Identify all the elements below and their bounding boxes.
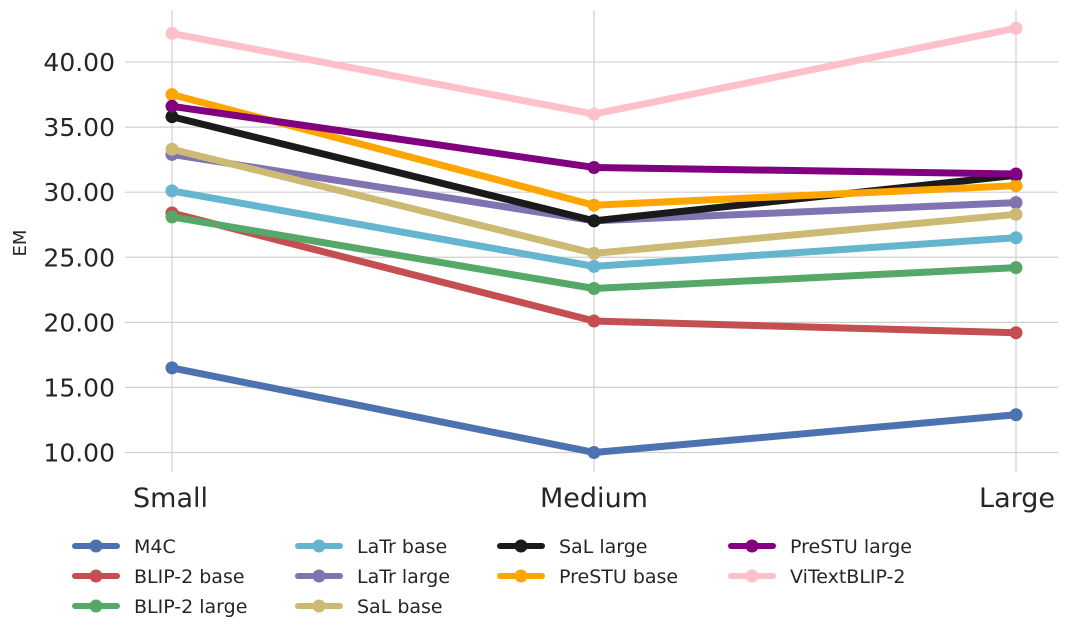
y-axis-ticks: 10.00 15.00 20.00 25.00 30.00 35.00 40.00 <box>43 48 115 467</box>
x-axis-ticks: Small Medium Large <box>133 483 1055 514</box>
data-point <box>587 282 601 296</box>
legend-marker <box>745 539 759 553</box>
data-point <box>587 198 601 212</box>
legend-item: BLIP-2 base <box>72 566 245 588</box>
legend-item: BLIP-2 large <box>72 596 247 618</box>
x-tick-label: Large <box>979 483 1055 514</box>
y-tick-label: 30.00 <box>43 178 115 207</box>
data-point <box>1009 196 1023 210</box>
data-point <box>1009 21 1023 35</box>
data-point <box>1009 326 1023 340</box>
y-tick-label: 25.00 <box>43 243 115 272</box>
legend-item: PreSTU large <box>728 536 912 558</box>
y-tick-label: 40.00 <box>43 48 115 77</box>
legend-item: SaL large <box>497 536 647 558</box>
legend-label: PreSTU base <box>559 566 678 588</box>
data-point <box>165 88 179 102</box>
data-point <box>165 210 179 224</box>
data-point <box>165 26 179 40</box>
data-point <box>165 142 179 156</box>
y-tick-label: 20.00 <box>43 308 115 337</box>
legend-item: LaTr large <box>295 566 450 588</box>
legend-marker <box>89 599 103 613</box>
legend-marker <box>312 539 326 553</box>
legend-label: LaTr large <box>357 566 450 588</box>
y-axis-label: EM <box>10 230 31 257</box>
legend-item: LaTr base <box>295 536 447 558</box>
legend-marker <box>312 569 326 583</box>
series-prestu-base <box>165 88 1023 212</box>
y-tick-label: 10.00 <box>43 438 115 467</box>
legend-label: M4C <box>134 536 176 558</box>
data-point <box>165 99 179 113</box>
data-point <box>1009 261 1023 275</box>
data-point <box>165 184 179 198</box>
data-point <box>587 214 601 228</box>
data-point <box>587 445 601 459</box>
series-vitextblip-2 <box>165 21 1023 121</box>
series-m4c <box>165 361 1023 459</box>
data-point <box>1009 179 1023 193</box>
x-tick-label: Medium <box>540 483 648 514</box>
data-point <box>165 361 179 375</box>
data-point <box>1009 231 1023 245</box>
legend-label: LaTr base <box>357 536 447 558</box>
y-tick-label: 15.00 <box>43 373 115 402</box>
legend-label: BLIP-2 large <box>134 596 247 618</box>
series-sal-base <box>165 142 1023 260</box>
data-point <box>1009 207 1023 221</box>
legend-label: SaL large <box>559 536 647 558</box>
legend-item: PreSTU base <box>497 566 678 588</box>
data-point <box>587 314 601 328</box>
legend-marker <box>745 569 759 583</box>
legend-marker <box>514 569 528 583</box>
legend-item: ViTextBLIP-2 <box>728 566 906 588</box>
data-point <box>587 107 601 121</box>
legend-marker <box>89 569 103 583</box>
legend: M4C BLIP-2 base BLIP-2 large LaTr base LaTr … <box>72 536 912 618</box>
legend-marker <box>312 599 326 613</box>
data-point <box>1009 408 1023 422</box>
legend-label: PreSTU large <box>790 536 912 558</box>
y-tick-label: 35.00 <box>43 113 115 142</box>
series-lines <box>165 21 1023 459</box>
series-latr-base <box>165 184 1023 273</box>
legend-marker <box>89 539 103 553</box>
legend-item: SaL base <box>295 596 443 618</box>
legend-label: BLIP-2 base <box>134 566 245 588</box>
data-point <box>165 110 179 124</box>
x-tick-label: Small <box>133 483 208 514</box>
legend-label: SaL base <box>357 596 443 618</box>
data-point <box>587 259 601 273</box>
legend-marker <box>514 539 528 553</box>
series-blip-2-large <box>165 210 1023 296</box>
data-point <box>587 160 601 174</box>
legend-item: M4C <box>72 536 176 558</box>
data-point <box>587 246 601 260</box>
data-point <box>1009 167 1023 181</box>
legend-label: ViTextBLIP-2 <box>790 566 906 588</box>
series-prestu-large <box>165 99 1023 181</box>
